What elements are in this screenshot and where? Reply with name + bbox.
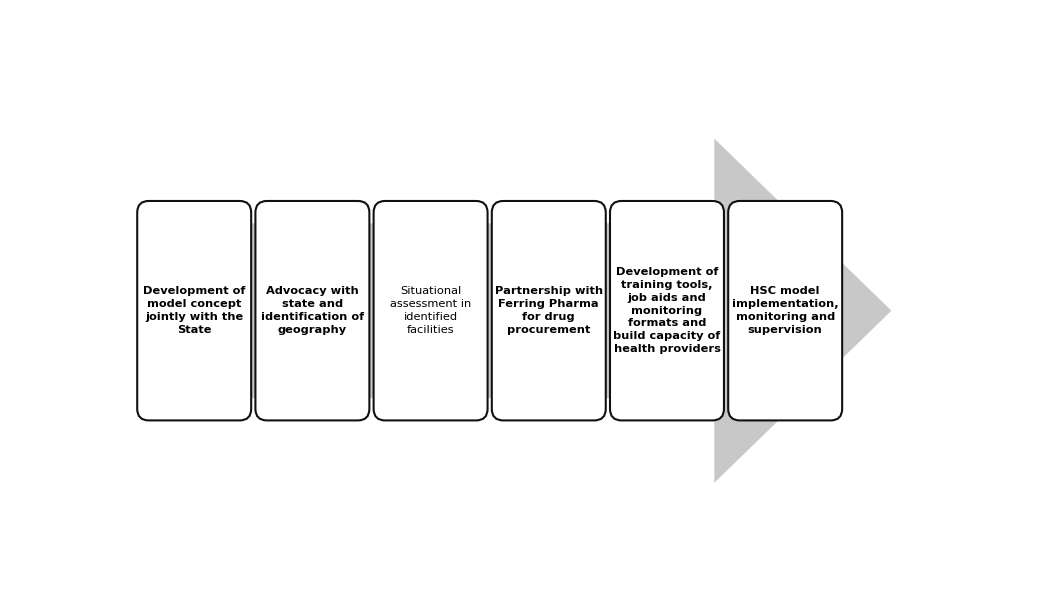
FancyBboxPatch shape bbox=[138, 201, 251, 420]
Polygon shape bbox=[175, 139, 892, 483]
FancyBboxPatch shape bbox=[728, 201, 842, 420]
Text: Development of
model concept
jointly with the
State: Development of model concept jointly wit… bbox=[143, 286, 245, 335]
FancyBboxPatch shape bbox=[610, 201, 724, 420]
FancyBboxPatch shape bbox=[256, 201, 369, 420]
Text: Partnership with
Ferring Pharma
for drug
procurement: Partnership with Ferring Pharma for drug… bbox=[494, 286, 603, 335]
Text: Advocacy with
state and
identification of
geography: Advocacy with state and identification o… bbox=[261, 286, 364, 335]
Text: HSC model
implementation,
monitoring and
supervision: HSC model implementation, monitoring and… bbox=[732, 286, 839, 335]
Text: Development of
training tools,
job aids and
monitoring
formats and
build capacit: Development of training tools, job aids … bbox=[613, 267, 721, 354]
Text: Situational
assessment in
identified
facilities: Situational assessment in identified fac… bbox=[390, 286, 471, 335]
FancyBboxPatch shape bbox=[492, 201, 606, 420]
FancyBboxPatch shape bbox=[373, 201, 487, 420]
